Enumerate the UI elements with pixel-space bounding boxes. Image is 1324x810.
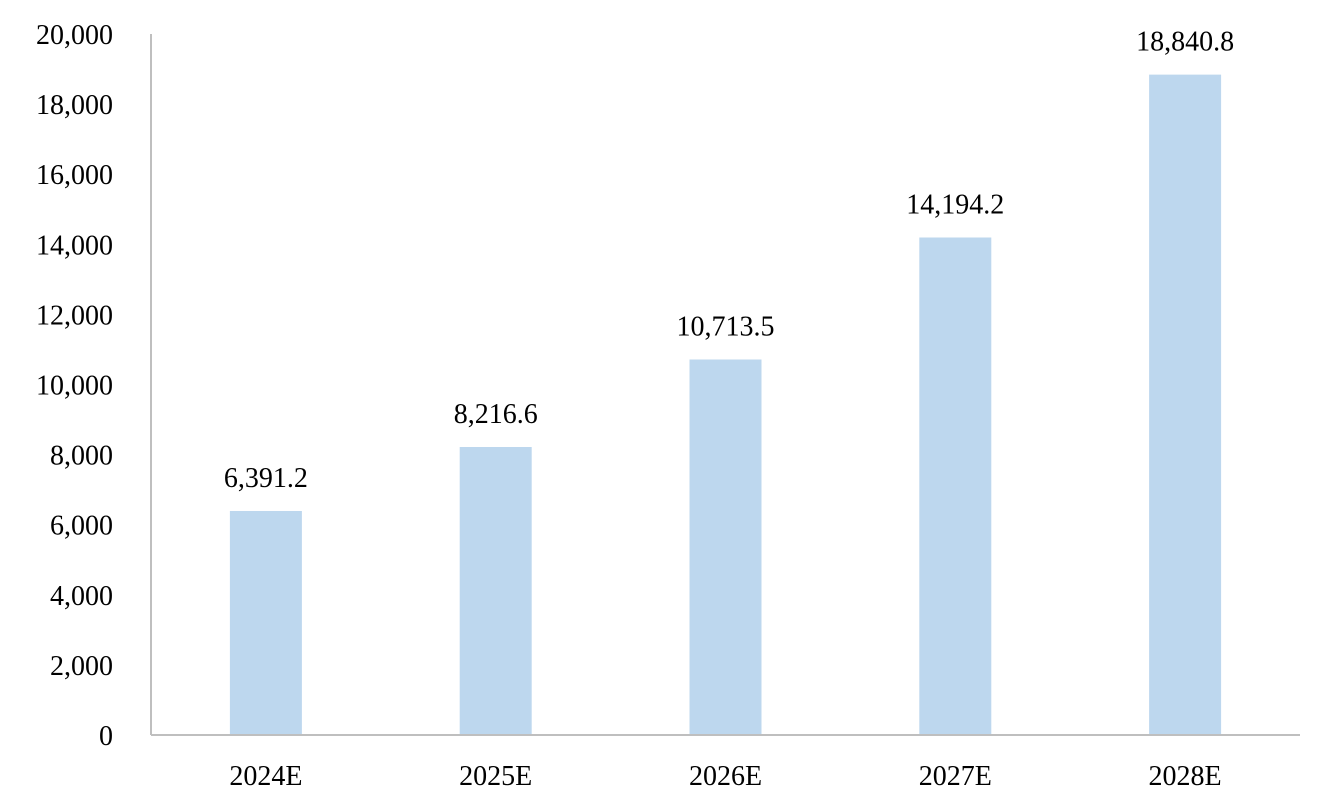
bar-value-label: 6,391.2: [224, 463, 308, 494]
y-tick-label: 18,000: [36, 90, 113, 121]
y-tick-label: 20,000: [36, 20, 113, 51]
bar-value-label: 10,713.5: [677, 311, 775, 342]
y-tick-label: 6,000: [50, 511, 113, 542]
bar: [689, 359, 762, 735]
x-tick-label: 2025E: [459, 761, 532, 792]
bar-value-label: 14,194.2: [906, 189, 1004, 220]
bar: [919, 237, 992, 735]
bar: [229, 510, 302, 735]
x-tick-label: 2027E: [919, 761, 992, 792]
y-tick-label: 14,000: [36, 230, 113, 261]
y-tick-label: 16,000: [36, 160, 113, 191]
x-tick-label: 2026E: [689, 761, 762, 792]
bar: [459, 447, 532, 735]
y-tick-label: 8,000: [50, 441, 113, 472]
y-tick-label: 4,000: [50, 581, 113, 612]
bar-value-label: 8,216.6: [454, 399, 538, 430]
x-tick-label: 2028E: [1149, 761, 1222, 792]
x-tick-label: 2024E: [229, 761, 302, 792]
y-tick-label: 10,000: [36, 371, 113, 402]
data-labels: 6,391.2 8,216.6 10,713.5 14,194.2 18,840.8: [224, 27, 1234, 494]
y-tick-label: 0: [99, 721, 113, 752]
y-tick-label: 12,000: [36, 300, 113, 331]
bars: [229, 74, 1222, 736]
y-tick-label: 2,000: [50, 651, 113, 682]
x-axis-labels: 2024E 2025E 2026E 2027E 2028E: [229, 761, 1221, 792]
bar: [1149, 74, 1222, 736]
y-axis-ticks: 0 2,000 4,000 6,000 8,000 10,000 12,000 14,000 1…: [36, 20, 113, 752]
bar-value-label: 18,840.8: [1136, 27, 1234, 58]
